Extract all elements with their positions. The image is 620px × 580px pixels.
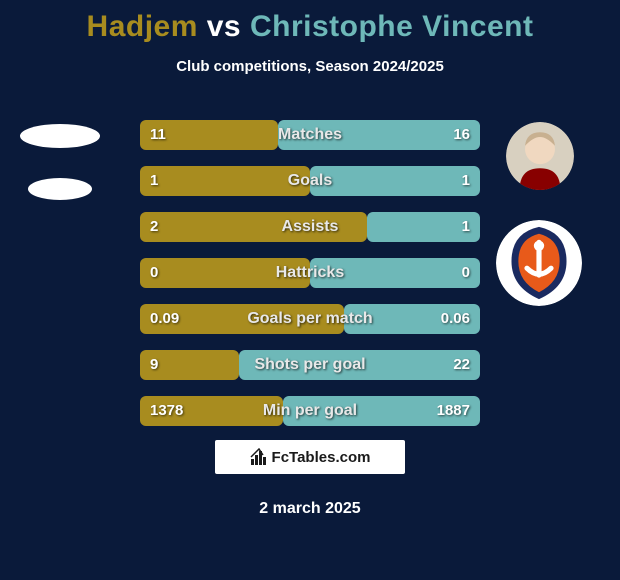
player1-name: Hadjem	[87, 10, 198, 43]
date-text: 2 march 2025	[0, 500, 620, 518]
stat-row: 13781887Min per goal	[140, 396, 480, 426]
page-title: Hadjem vs Christophe Vincent	[0, 0, 620, 44]
value-left: 0.09	[150, 304, 179, 334]
bar-left	[140, 212, 367, 242]
club-logo	[496, 220, 582, 306]
stat-row: 0.090.06Goals per match	[140, 304, 480, 334]
stat-row: 21Assists	[140, 212, 480, 242]
value-left: 1	[150, 166, 158, 196]
value-left: 9	[150, 350, 158, 380]
player2-photo	[506, 122, 574, 190]
stat-row: 1116Matches	[140, 120, 480, 150]
bar-right	[278, 120, 480, 150]
stat-row: 922Shots per goal	[140, 350, 480, 380]
bar-right	[310, 166, 480, 196]
stat-row: 11Goals	[140, 166, 480, 196]
value-left: 11	[150, 120, 166, 150]
ellipse-placeholder	[28, 178, 92, 200]
value-right: 0	[462, 258, 470, 288]
brand-text: FcTables.com	[272, 449, 371, 466]
value-right: 1887	[437, 396, 470, 426]
value-right: 1	[462, 166, 470, 196]
ellipse-placeholder	[20, 124, 100, 148]
value-right: 0.06	[441, 304, 470, 334]
brand-logo: FcTables.com	[215, 440, 405, 474]
bar-left	[140, 166, 310, 196]
value-right: 16	[453, 120, 470, 150]
bar-left	[140, 258, 310, 288]
value-right: 22	[453, 350, 470, 380]
stat-row: 00Hattricks	[140, 258, 480, 288]
comparison-chart: 1116Matches11Goals21Assists00Hattricks0.…	[140, 120, 480, 442]
bar-chart-icon	[250, 448, 268, 466]
value-left: 0	[150, 258, 158, 288]
vs-text: vs	[207, 10, 241, 43]
player2-name: Christophe Vincent	[250, 10, 533, 43]
bar-right	[239, 350, 480, 380]
value-left: 1378	[150, 396, 183, 426]
subtitle: Club competitions, Season 2024/2025	[0, 58, 620, 75]
value-left: 2	[150, 212, 158, 242]
bar-right	[310, 258, 480, 288]
value-right: 1	[462, 212, 470, 242]
